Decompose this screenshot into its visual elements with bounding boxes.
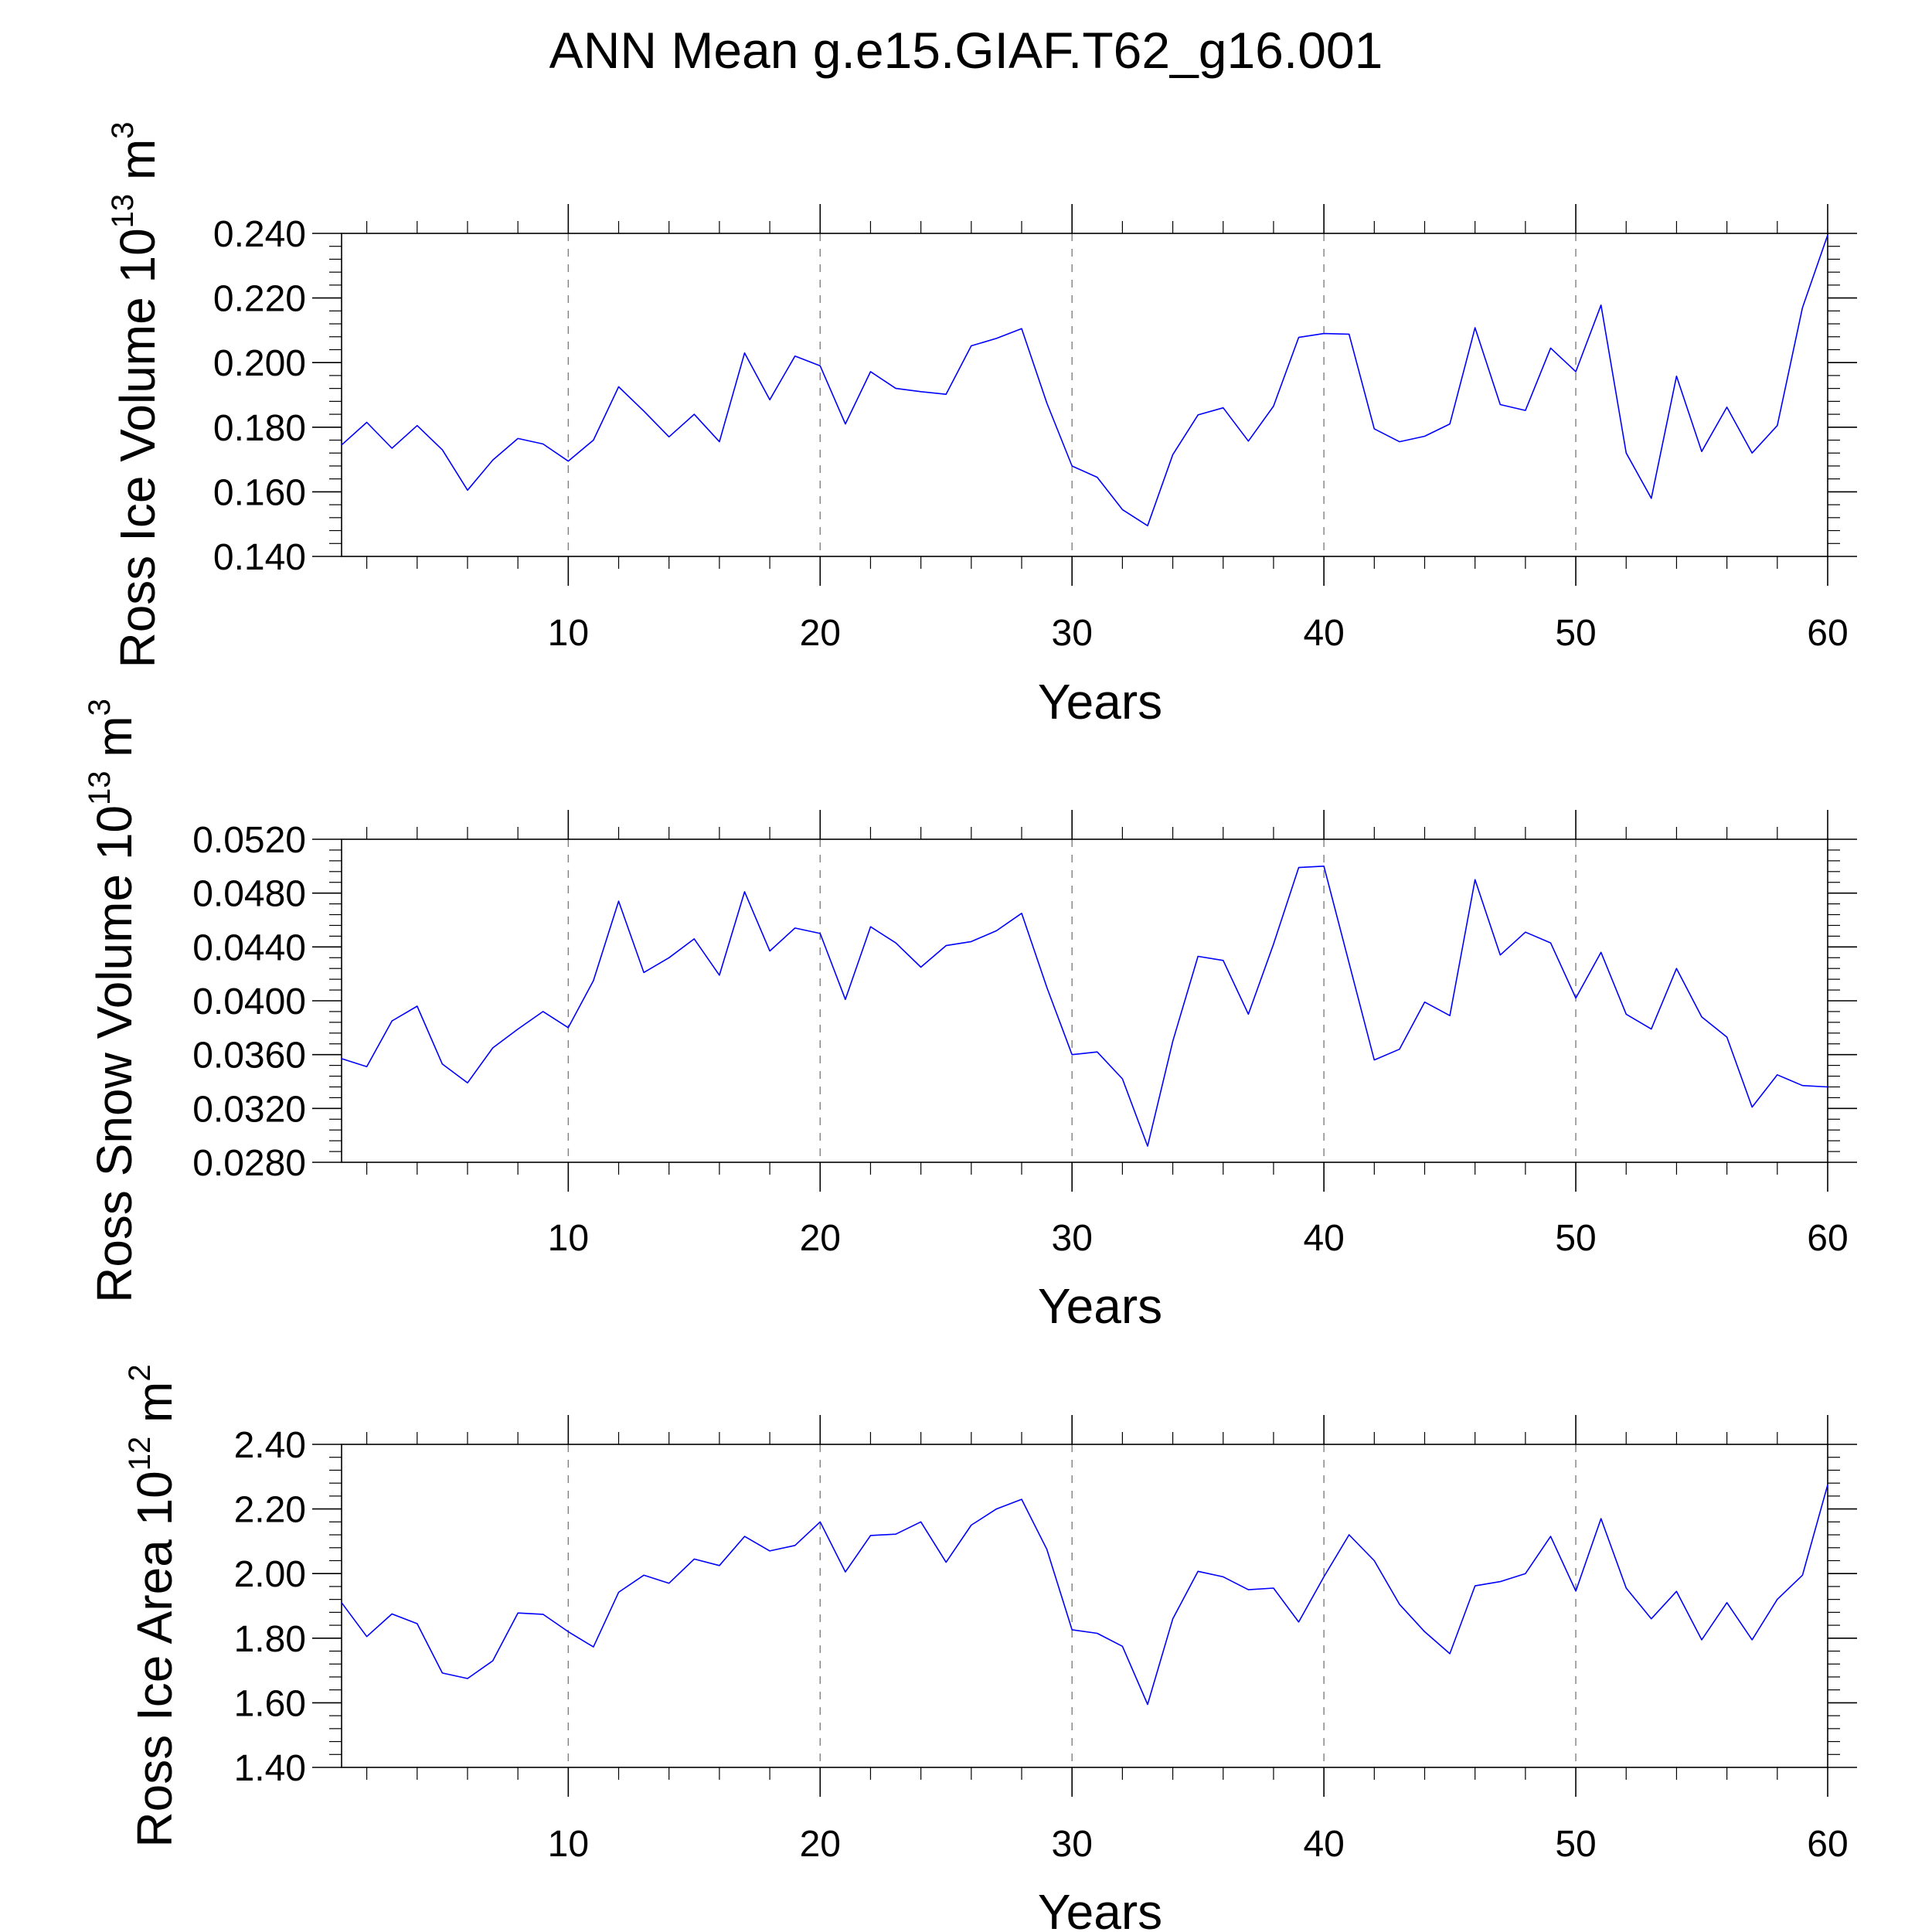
y-axis-title-exponent: 13 bbox=[106, 194, 140, 229]
figure-title: ANN Mean g.e15.GIAF.T62_g16.001 bbox=[549, 22, 1383, 79]
y-tick-label: 0.0320 bbox=[192, 1089, 306, 1130]
x-tick-label: 20 bbox=[800, 613, 841, 654]
x-tick-label: 10 bbox=[548, 1218, 589, 1259]
x-tick-label: 50 bbox=[1555, 1824, 1596, 1865]
y-tick-label: 0.160 bbox=[213, 472, 306, 513]
y-tick-label: 1.40 bbox=[234, 1748, 306, 1789]
y-axis-title: Ross Ice Volume 1013 m3 bbox=[106, 121, 165, 668]
y-axis-title-unit: m bbox=[110, 139, 165, 194]
x-tick-label: 20 bbox=[800, 1218, 841, 1259]
x-tick-label: 60 bbox=[1807, 1824, 1848, 1865]
x-tick-label: 60 bbox=[1807, 1218, 1848, 1259]
y-axis-title: Ross Ice Area 1012 m2 bbox=[123, 1364, 182, 1847]
plot-frame bbox=[341, 838, 1828, 1163]
y-axis-title-unit-exponent: 3 bbox=[106, 121, 140, 138]
y-tick-label: 2.20 bbox=[234, 1490, 306, 1531]
y-axis-title-text: Ross Ice Volume 10 bbox=[110, 228, 165, 668]
y-tick-label: 0.0480 bbox=[192, 874, 306, 915]
x-tick-label: 30 bbox=[1052, 613, 1093, 654]
x-tick-label: 50 bbox=[1555, 1218, 1596, 1259]
ross-ice-volume-panel: 10 20 30 40 50 60 0.140 0.160 0.180 0.200 0.220 0.2… bbox=[106, 121, 1857, 730]
y-tick-label: 0.200 bbox=[213, 343, 306, 384]
x-tick-label: 10 bbox=[548, 613, 589, 654]
x-tick-label: 50 bbox=[1555, 613, 1596, 654]
plot-frame bbox=[341, 1444, 1828, 1768]
y-tick-label: 0.0360 bbox=[192, 1036, 306, 1077]
x-tick-label: 20 bbox=[800, 1824, 841, 1865]
x-axis-title: Years bbox=[1038, 674, 1162, 730]
x-tick-label: 60 bbox=[1807, 613, 1848, 654]
y-tick-label: 0.240 bbox=[213, 214, 306, 255]
ross-snow-volume-panel: 10 20 30 40 50 60 0.0280 0.0320 0.0360 0.0400 0.04… bbox=[83, 699, 1857, 1334]
x-axis-title: Years bbox=[1038, 1278, 1162, 1334]
y-tick-label: 1.80 bbox=[234, 1619, 306, 1660]
y-axis-title-exponent: 12 bbox=[123, 1437, 157, 1471]
y-axis-title-unit-exponent: 3 bbox=[83, 699, 117, 716]
y-axis-title-text: Ross Snow Volume 10 bbox=[87, 805, 142, 1303]
x-tick-label: 40 bbox=[1303, 1218, 1344, 1259]
y-tick-label: 0.0280 bbox=[192, 1143, 306, 1184]
x-tick-label: 30 bbox=[1052, 1824, 1093, 1865]
x-tick-label: 40 bbox=[1303, 613, 1344, 654]
x-tick-label: 30 bbox=[1052, 1218, 1093, 1259]
y-tick-label: 0.0440 bbox=[192, 927, 306, 968]
y-axis-title-unit-exponent: 2 bbox=[123, 1364, 157, 1381]
y-tick-label: 0.0520 bbox=[192, 820, 306, 861]
y-axis-title-exponent: 13 bbox=[83, 770, 117, 805]
y-axis-title-unit: m bbox=[127, 1382, 182, 1437]
data-series-line bbox=[341, 1485, 1828, 1706]
y-tick-label: 0.0400 bbox=[192, 981, 306, 1022]
x-axis-title: Years bbox=[1038, 1884, 1162, 1932]
y-tick-label: 0.220 bbox=[213, 279, 306, 320]
x-tick-label: 40 bbox=[1303, 1824, 1344, 1865]
data-series-line bbox=[341, 866, 1828, 1147]
y-tick-label: 1.60 bbox=[234, 1683, 306, 1724]
y-axis-title: Ross Snow Volume 1013 m3 bbox=[83, 699, 142, 1303]
x-tick-label: 10 bbox=[548, 1824, 589, 1865]
ross-ice-area-panel: 10 20 30 40 50 60 1.40 1.60 1.80 2.00 2.20 2.40 Year… bbox=[123, 1364, 1857, 1932]
plot-frame bbox=[341, 233, 1828, 557]
y-axis-title-unit: m bbox=[87, 716, 142, 770]
y-tick-label: 0.140 bbox=[213, 537, 306, 578]
y-tick-label: 2.40 bbox=[234, 1425, 306, 1466]
y-tick-label: 0.180 bbox=[213, 408, 306, 449]
y-axis-title-text: Ross Ice Area 10 bbox=[127, 1471, 182, 1847]
data-series-line bbox=[341, 234, 1828, 527]
y-tick-label: 2.00 bbox=[234, 1554, 306, 1595]
